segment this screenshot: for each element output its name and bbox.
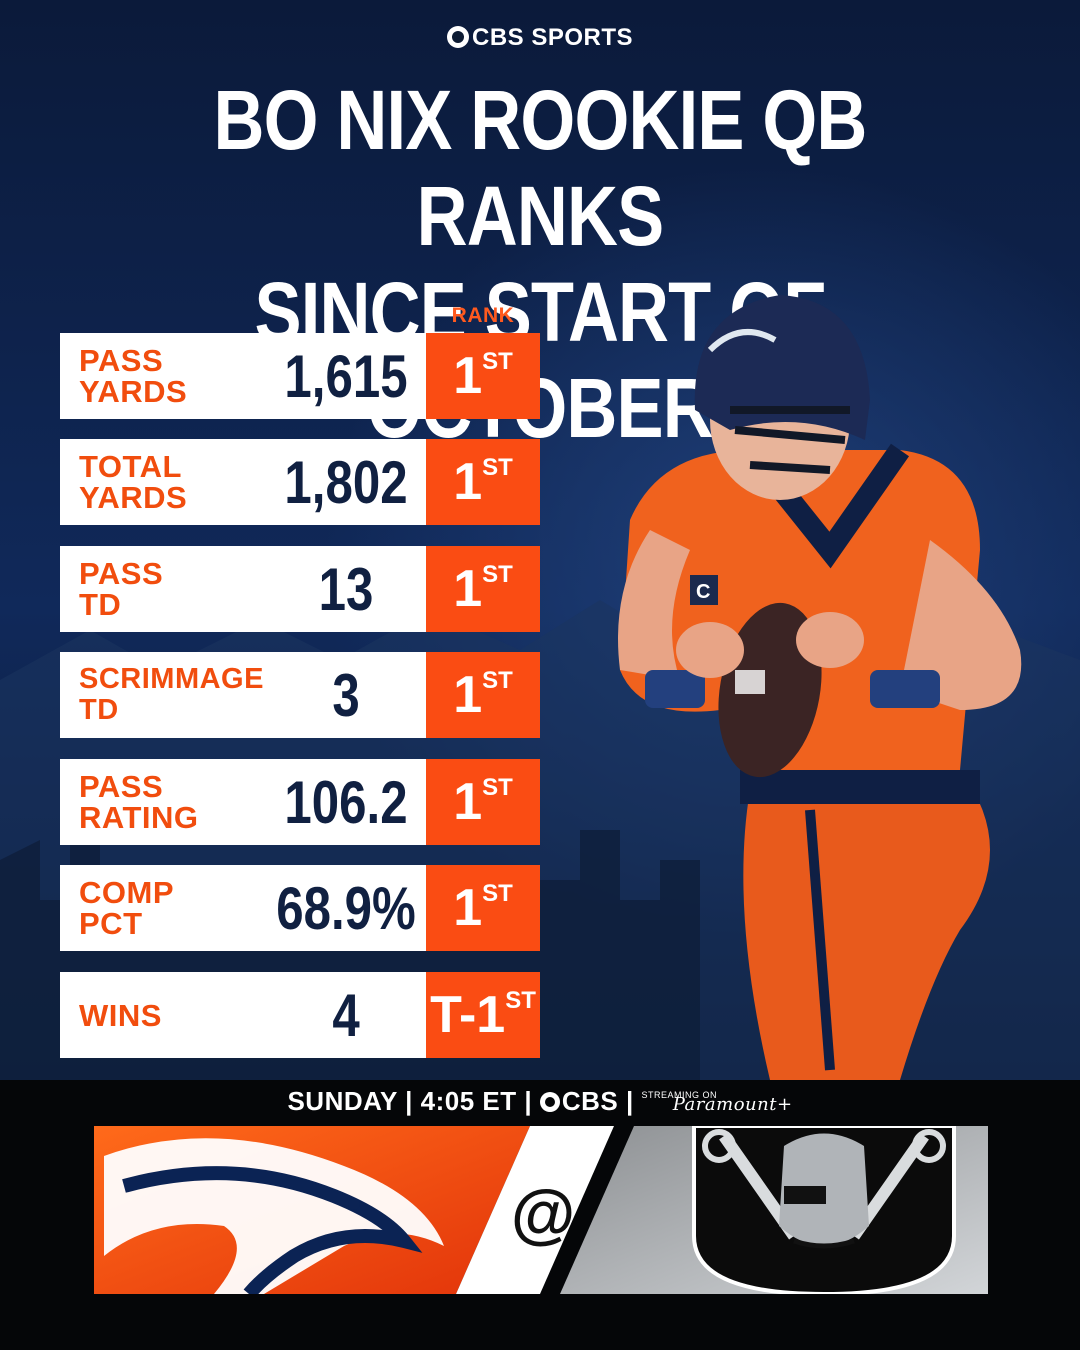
player-illustration: C (618, 295, 1022, 1080)
stat-value: 3 (332, 661, 360, 729)
stat-card (60, 333, 426, 419)
svg-text:C: C (696, 581, 710, 603)
title-line-1: BO NIX ROOKIE QB RANKS (213, 73, 867, 263)
stat-card (60, 652, 426, 738)
stat-rank: T-1 ST (426, 972, 540, 1058)
stat-row-total-yards: TOTAL YARDS 1,802 1 ST (60, 439, 540, 525)
stat-card (60, 865, 426, 951)
stat-row-pass-rating: PASS RATING 106.2 1 ST (60, 759, 540, 845)
stat-label: TOTAL YARDS (79, 449, 188, 515)
broncos-logo-icon (104, 1138, 444, 1294)
stat-row-comp-pct: COMP PCT 68.9% 1 ST (60, 865, 540, 951)
paramount-logo: Paramount+ (672, 1094, 793, 1115)
stat-label: WINS (79, 997, 162, 1033)
stat-value: 1,802 (284, 448, 408, 516)
cbs-eye-icon (539, 1092, 560, 1112)
stat-card (60, 439, 426, 525)
at-divider (456, 1126, 614, 1294)
stat-rank: 1 ST (426, 865, 540, 951)
game-time: 4:05 ET (420, 1086, 517, 1116)
stat-label: COMP PCT (79, 875, 174, 941)
stat-label: PASS YARDS (79, 343, 188, 409)
game-info: SUNDAY | 4:05 ET | CBS | STREAMING ON Pa… (0, 1086, 1080, 1117)
separator: | (405, 1086, 421, 1116)
stat-rank: 1 ST (426, 546, 540, 632)
stat-value: 1,615 (284, 342, 408, 410)
network-label: CBS (561, 1086, 619, 1116)
stat-value: 68.9% (276, 874, 416, 942)
rank-column-header: RANK (451, 304, 515, 327)
stat-row-scrimmage-td: SCRIMMAGE TD 3 1 ST (60, 652, 540, 738)
stat-card (60, 972, 426, 1058)
at-symbol: @ (510, 1176, 576, 1250)
stat-row-pass-td: PASS TD 13 1 ST (60, 546, 540, 632)
stat-label: SCRIMMAGE TD (79, 663, 264, 726)
stat-card (60, 759, 426, 845)
stat-label: PASS TD (79, 556, 164, 622)
stat-label: PASS RATING (79, 769, 199, 835)
game-day: SUNDAY (287, 1086, 398, 1116)
separator: | (524, 1086, 540, 1116)
stat-rank: 1 ST (426, 439, 540, 525)
stat-rank: 1 ST (426, 759, 540, 845)
stat-row-pass-yards: PASS YARDS 1,615 1 ST (60, 333, 540, 419)
cbs-eye-icon (446, 26, 469, 48)
cbs-sports-logo: CBS SPORTS (0, 24, 1080, 52)
raiders-logo-icon (692, 1126, 956, 1294)
stat-value: 4 (332, 981, 360, 1049)
stat-value: 106.2 (284, 768, 408, 836)
stat-value: 13 (318, 555, 374, 623)
streaming-tag: STREAMING ON (641, 1090, 718, 1100)
separator: | (626, 1086, 642, 1116)
stat-row-wins: WINS 4 T-1 ST (60, 972, 540, 1058)
matchup-banner (94, 1126, 988, 1294)
stat-rank: 1 ST (426, 652, 540, 738)
stat-card (60, 546, 426, 632)
stat-rank: 1 ST (426, 333, 540, 419)
